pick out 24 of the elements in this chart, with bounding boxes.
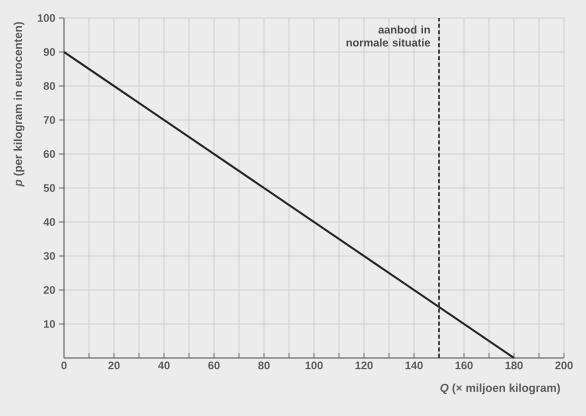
x-tick-label: 180 bbox=[506, 362, 523, 370]
x-tick-label: 80 bbox=[258, 362, 270, 370]
x-tick-label: 0 bbox=[61, 362, 67, 370]
y-tick-label: 80 bbox=[44, 82, 56, 90]
y-tick-label: 10 bbox=[44, 320, 56, 328]
y-axis-title: p (per kilogram in eurocenten) bbox=[14, 22, 24, 187]
x-tick-label: 140 bbox=[406, 362, 423, 370]
x-tick-label: 120 bbox=[356, 362, 373, 370]
ref-line-label: aanbod in normale situatie bbox=[346, 26, 430, 47]
x-tick-label: 200 bbox=[555, 362, 573, 370]
y-tick-label: 90 bbox=[44, 48, 56, 56]
y-tick-label: 50 bbox=[44, 184, 56, 192]
y-tick-label: 30 bbox=[44, 252, 56, 260]
y-tick-label: 70 bbox=[44, 116, 56, 124]
x-axis-title: Q (× miljoen kilogram) bbox=[440, 384, 560, 394]
y-tick-label: 40 bbox=[43, 218, 56, 226]
x-tick-label: 160 bbox=[456, 362, 473, 370]
y-tick-label: 100 bbox=[38, 14, 56, 22]
y-tick-label: 20 bbox=[44, 286, 56, 294]
x-tick-label: 100 bbox=[306, 362, 323, 370]
y-tick-label: 60 bbox=[44, 150, 56, 158]
x-tick-label: 60 bbox=[208, 362, 220, 370]
x-tick-label: 40 bbox=[158, 362, 170, 370]
x-tick-label: 20 bbox=[108, 362, 120, 370]
